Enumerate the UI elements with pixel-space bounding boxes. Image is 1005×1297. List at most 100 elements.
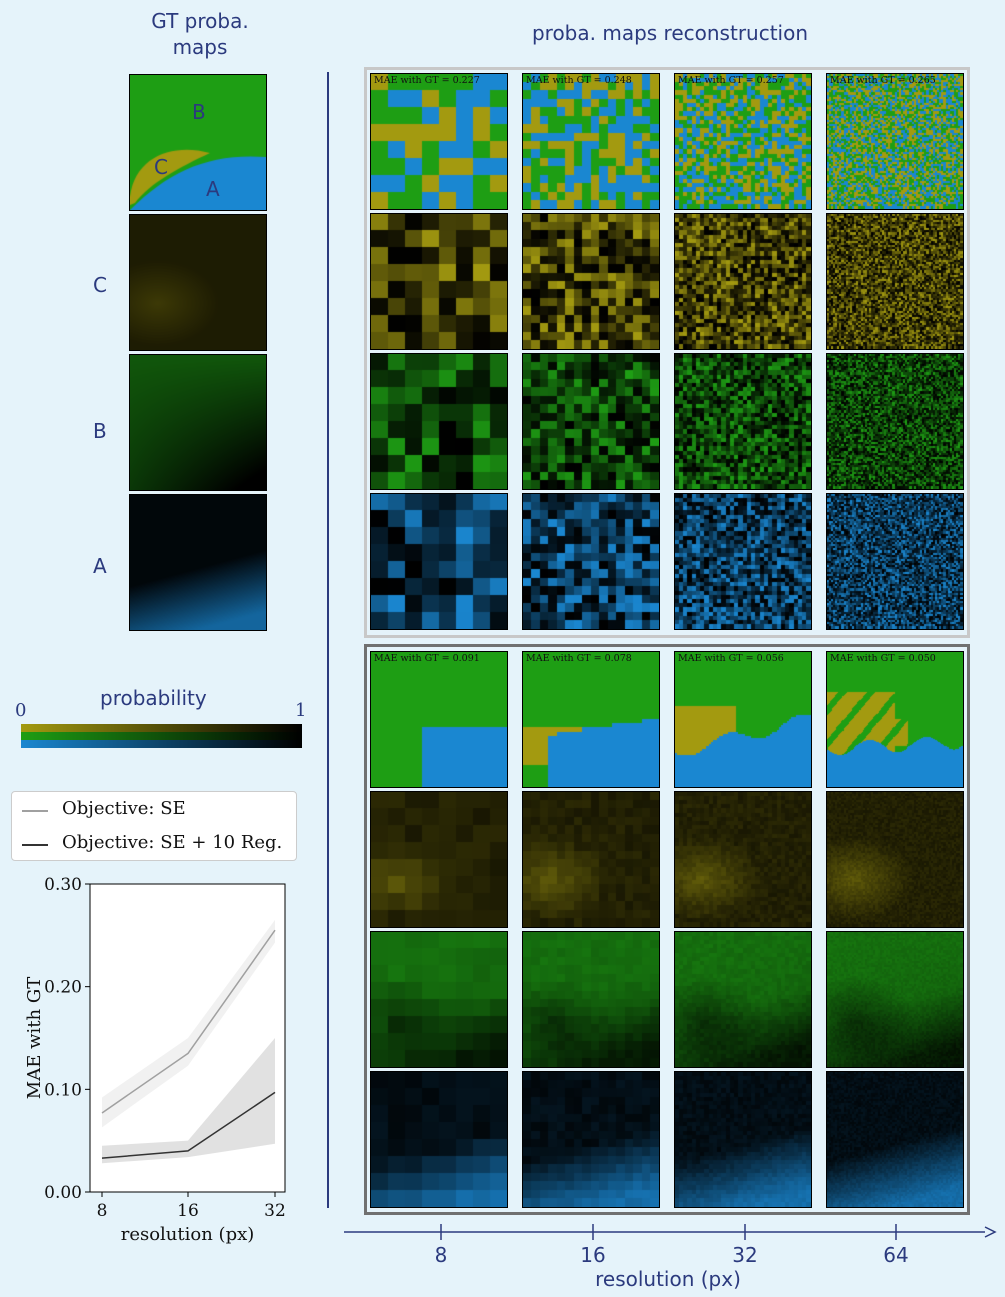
bottom-region-map-64-canvas	[827, 652, 963, 787]
bottom-prob-b-32-canvas	[675, 932, 811, 1067]
top-prob-a-8-canvas	[371, 494, 507, 629]
bottom-region-map-32: MAE with GT = 0.056	[674, 651, 812, 788]
bottom-prob-a-32	[674, 1071, 812, 1208]
bottom-prob-c-64	[826, 791, 964, 928]
bottom-prob-c-8	[370, 791, 508, 928]
top-region-map-32-canvas	[675, 74, 811, 209]
bottom-region-map-8-canvas	[371, 652, 507, 787]
legend-label-se-reg: Objective: SE + 10 Reg.	[62, 832, 283, 853]
gt-region-label-a: A	[206, 177, 220, 201]
bottom-prob-b-16	[522, 931, 660, 1068]
top-prob-b-16-canvas	[523, 354, 659, 489]
gt-region-map: B C A	[129, 74, 267, 211]
top-prob-b-64	[826, 353, 964, 490]
bottom-axis-tick-label: 64	[883, 1243, 909, 1267]
series-band-0	[102, 919, 275, 1128]
legend-label-se: Objective: SE	[62, 798, 186, 819]
top-region-map-8-canvas	[371, 74, 507, 209]
top-prob-c-16-canvas	[523, 214, 659, 349]
y-axis-label: MAE with GT	[24, 977, 45, 1099]
x-tick-label: 16	[177, 1201, 199, 1221]
bottom-prob-a-64	[826, 1071, 964, 1208]
gt-title-line2: maps	[172, 35, 228, 59]
bottom-prob-b-8	[370, 931, 508, 1068]
top-prob-a-64-canvas	[827, 494, 963, 629]
bottom-prob-c-8-canvas	[371, 792, 507, 927]
bottom-prob-b-32	[674, 931, 812, 1068]
colorbar-title: probability	[100, 686, 207, 710]
bottom-prob-a-16-canvas	[523, 1072, 659, 1207]
bottom-prob-b-64-canvas	[827, 932, 963, 1067]
top-prob-a-8	[370, 493, 508, 630]
y-tick-label: 0.10	[44, 1080, 82, 1100]
gt-title-line1: GT proba.	[151, 9, 249, 33]
bottom-region-map-32-canvas	[675, 652, 811, 787]
vertical-divider	[327, 72, 329, 1208]
top-region-map-32: MAE with GT = 0.257	[674, 73, 812, 210]
top-prob-a-16-canvas	[523, 494, 659, 629]
y-tick-label: 0.30	[44, 875, 82, 895]
gt-map-b-canvas	[130, 355, 266, 490]
gt-region-label-b: B	[192, 100, 206, 124]
row-label-b: B	[93, 419, 107, 443]
y-tick-label: 0.00	[44, 1183, 82, 1203]
bottom-prob-a-8-canvas	[371, 1072, 507, 1207]
mae-line-chart: 0.00 0.10 0.20 0.30 8 16 32 resolution (px) MAE …	[24, 875, 286, 1245]
top-prob-c-16	[522, 213, 660, 350]
top-prob-b-8-canvas	[371, 354, 507, 489]
gt-map-c	[129, 214, 267, 351]
top-region-map-16: MAE with GT = 0.248	[522, 73, 660, 210]
bottom-prob-b-8-canvas	[371, 932, 507, 1067]
bottom-region-map-64: MAE with GT = 0.050	[826, 651, 964, 788]
gt-title: GT proba. maps	[135, 8, 265, 60]
top-prob-c-32-canvas	[675, 214, 811, 349]
bottom-prob-c-32	[674, 791, 812, 928]
chart-legend: Objective: SE Objective: SE + 10 Reg.	[11, 791, 297, 861]
top-prob-b-8	[370, 353, 508, 490]
gt-map-a-canvas	[130, 495, 266, 630]
top-prob-c-64-canvas	[827, 214, 963, 349]
top-panel-frame	[364, 67, 970, 638]
bottom-resolution-axis	[344, 1224, 997, 1240]
bottom-prob-a-64-canvas	[827, 1072, 963, 1207]
row-label-a: A	[93, 554, 107, 578]
bottom-prob-b-64	[826, 931, 964, 1068]
colorbar-min-label: 0	[15, 700, 27, 721]
top-prob-a-64	[826, 493, 964, 630]
legend-line-se	[22, 810, 48, 812]
bottom-axis-tick-label: 32	[732, 1243, 758, 1267]
colorbar-max-label: 1	[295, 700, 307, 721]
x-tick-label: 32	[264, 1201, 286, 1221]
gt-map-a	[129, 494, 267, 631]
top-prob-c-8	[370, 213, 508, 350]
y-tick-label: 0.20	[44, 978, 82, 998]
legend-line-se-reg	[22, 844, 48, 846]
gt-region-label-c: C	[154, 155, 168, 179]
row-label-c: C	[93, 273, 107, 297]
series-band-1	[102, 1038, 275, 1164]
gt-map-b	[129, 354, 267, 491]
top-region-map-16-canvas	[523, 74, 659, 209]
colorbar-b	[21, 732, 302, 740]
bottom-prob-a-8	[370, 1071, 508, 1208]
top-prob-c-32	[674, 213, 812, 350]
bottom-prob-c-16-canvas	[523, 792, 659, 927]
top-prob-b-32-canvas	[675, 354, 811, 489]
x-tick-label: 8	[97, 1201, 108, 1221]
top-prob-a-32	[674, 493, 812, 630]
top-prob-a-32-canvas	[675, 494, 811, 629]
top-prob-a-16	[522, 493, 660, 630]
bottom-prob-a-16	[522, 1071, 660, 1208]
bottom-prob-a-32-canvas	[675, 1072, 811, 1207]
colorbar-a	[21, 740, 302, 748]
colorbar	[21, 724, 302, 748]
top-prob-b-64-canvas	[827, 354, 963, 489]
x-axis-label: resolution (px)	[121, 1224, 255, 1245]
bottom-region-map-16-canvas	[523, 652, 659, 787]
bottom-axis-tick-label: 16	[580, 1243, 606, 1267]
top-region-map-8: MAE with GT = 0.227	[370, 73, 508, 210]
gt-region-canvas	[130, 75, 266, 210]
reconstruction-title: proba. maps reconstruction	[531, 21, 809, 45]
bottom-region-map-16: MAE with GT = 0.078	[522, 651, 660, 788]
bottom-axis-arrow	[984, 1226, 997, 1238]
